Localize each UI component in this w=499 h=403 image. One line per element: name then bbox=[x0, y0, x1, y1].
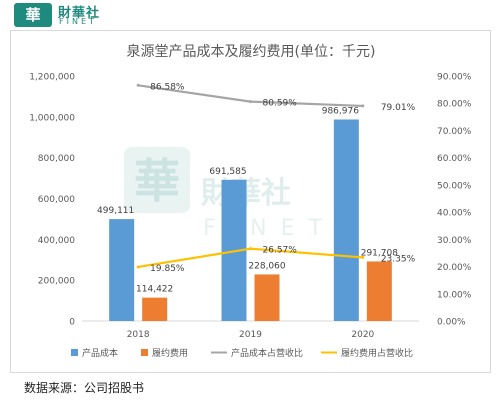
y-left-tick-label: 400,000 bbox=[38, 236, 75, 246]
watermark-mark: 華 bbox=[134, 154, 180, 208]
bar-data-label: 499,111 bbox=[97, 206, 134, 216]
line-data-label: 80.59% bbox=[263, 99, 298, 109]
bar-data-label: 986,976 bbox=[322, 106, 359, 116]
line-point bbox=[249, 247, 252, 251]
bar-data-label: 228,060 bbox=[248, 261, 285, 271]
legend-label: 产品成本 bbox=[82, 347, 118, 359]
legend-label: 产品成本占营收比 bbox=[231, 347, 303, 359]
y-right-tick-label: 90.00% bbox=[437, 73, 472, 83]
line-data-label: 79.01% bbox=[381, 103, 416, 113]
chart-frame: 華財華社FINET泉源堂产品成本及履约费用(单位：千元)0200,000400,… bbox=[10, 30, 491, 373]
y-right-tick-label: 0.00% bbox=[437, 318, 466, 328]
x-tick-label: 2020 bbox=[351, 330, 374, 340]
bar-fulfillment-expense bbox=[142, 297, 168, 321]
line-point bbox=[136, 83, 140, 87]
bar-product-cost bbox=[333, 119, 359, 321]
bar-data-label: 691,585 bbox=[209, 167, 246, 177]
y-right-tick-label: 50.00% bbox=[437, 181, 472, 191]
finet-logo-icon: 華 bbox=[14, 3, 52, 27]
data-source: 数据来源：公司招股书 bbox=[24, 381, 145, 395]
brand-name: 財華社 bbox=[58, 6, 101, 21]
line-data-label: 19.85% bbox=[150, 264, 185, 274]
bar-data-label: 291,708 bbox=[361, 248, 398, 258]
legend-label: 履约费用 bbox=[152, 347, 188, 359]
line-data-label: 26.57% bbox=[263, 246, 298, 256]
y-right-tick-label: 10.00% bbox=[437, 290, 472, 300]
line-point bbox=[249, 100, 252, 104]
bar-fulfillment-expense bbox=[254, 274, 280, 321]
y-right-tick-label: 30.00% bbox=[437, 236, 472, 246]
line-point bbox=[361, 255, 365, 259]
y-right-tick-label: 70.00% bbox=[437, 127, 472, 137]
y-left-tick-label: 1,200,000 bbox=[29, 73, 75, 83]
x-tick-label: 2018 bbox=[127, 330, 150, 340]
line-point bbox=[361, 104, 365, 108]
combo-chart: 華財華社FINET泉源堂产品成本及履约费用(单位：千元)0200,000400,… bbox=[29, 43, 472, 359]
y-left-tick-label: 600,000 bbox=[38, 195, 75, 205]
y-right-tick-label: 40.00% bbox=[437, 209, 472, 219]
y-left-tick-label: 0 bbox=[69, 318, 75, 328]
bar-fulfillment-expense bbox=[366, 261, 392, 321]
chart-title: 泉源堂产品成本及履约费用(单位：千元) bbox=[127, 43, 376, 60]
line-data-label: 23.35% bbox=[381, 254, 416, 264]
brand-name-en: FINET bbox=[59, 17, 97, 26]
brand-header: 華 財華社 FINET bbox=[0, 0, 499, 30]
line-point bbox=[136, 265, 140, 269]
y-right-tick-label: 60.00% bbox=[437, 154, 472, 164]
y-right-tick-label: 80.00% bbox=[437, 100, 472, 110]
legend-swatch bbox=[141, 349, 148, 356]
watermark-logo-icon bbox=[124, 147, 190, 213]
y-left-tick-label: 1,000,000 bbox=[29, 113, 75, 123]
legend-label: 履约费用占营收比 bbox=[341, 347, 413, 359]
y-left-tick-label: 800,000 bbox=[38, 154, 75, 164]
x-tick-label: 2019 bbox=[239, 330, 262, 340]
line-data-label: 86.58% bbox=[150, 82, 185, 92]
bar-data-label: 114,422 bbox=[136, 285, 173, 295]
legend-swatch bbox=[71, 349, 78, 356]
y-left-tick-label: 200,000 bbox=[38, 277, 75, 287]
bar-product-cost bbox=[109, 219, 135, 321]
y-right-tick-label: 20.00% bbox=[437, 263, 472, 273]
